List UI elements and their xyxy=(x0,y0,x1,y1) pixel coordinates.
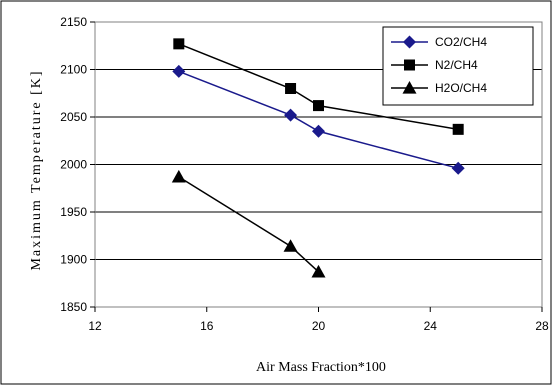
series-co2-ch4 xyxy=(172,64,465,175)
legend-marker-h2o-ch4 xyxy=(402,81,417,94)
legend-marker-n2-ch4 xyxy=(404,59,415,71)
data-point-n2-ch4 xyxy=(285,83,297,94)
data-point-n2-ch4 xyxy=(313,100,324,112)
legend-marker-co2-ch4 xyxy=(403,35,416,49)
data-point-co2-ch4 xyxy=(312,124,325,138)
legend-label-co2-ch4: CO2/CH4 xyxy=(435,35,487,49)
x-tick-label: 24 xyxy=(424,319,438,333)
series-h2o-ch4 xyxy=(171,169,326,278)
data-point-h2o-ch4 xyxy=(283,239,298,252)
data-point-n2-ch4 xyxy=(452,123,464,135)
data-point-n2-ch4 xyxy=(173,38,185,50)
legend: CO2/CH4 N2/CH4 H2O/CH4 xyxy=(382,26,534,106)
y-tick-label: 2000 xyxy=(60,158,87,172)
data-point-co2-ch4 xyxy=(451,161,465,175)
series-n2-ch4 xyxy=(173,38,464,135)
data-point-co2-ch4 xyxy=(284,108,298,122)
y-tick-label: 1950 xyxy=(60,205,87,219)
data-point-h2o-ch4 xyxy=(311,264,326,278)
y-tick-labels: 1850 1900 1950 2000 2050 2100 2150 xyxy=(60,15,95,314)
x-axis-label: Air Mass Fraction*100 xyxy=(256,360,386,375)
series-line-n2-ch4 xyxy=(178,43,459,131)
y-tick-label: 1900 xyxy=(60,253,87,267)
y-tick-label: 1850 xyxy=(60,300,87,314)
x-tick-label: 16 xyxy=(200,319,214,333)
series-line-co2-ch4 xyxy=(178,70,459,170)
legend-label-h2o-ch4: H2O/CH4 xyxy=(435,81,487,95)
x-tick-label: 20 xyxy=(312,319,326,333)
y-tick-label: 2150 xyxy=(60,15,87,29)
y-axis-label: Maximum Temperature [K] xyxy=(29,69,44,270)
data-point-h2o-ch4 xyxy=(171,169,186,183)
x-tick-labels: 12 16 20 24 28 xyxy=(88,307,549,333)
x-tick-label: 12 xyxy=(88,319,102,333)
legend-label-n2-ch4: N2/CH4 xyxy=(435,58,478,72)
data-point-co2-ch4 xyxy=(172,64,186,78)
y-tick-label: 2050 xyxy=(60,110,87,124)
y-tick-label: 2100 xyxy=(60,63,87,77)
series-group xyxy=(171,38,465,278)
x-tick-label: 28 xyxy=(535,319,549,333)
